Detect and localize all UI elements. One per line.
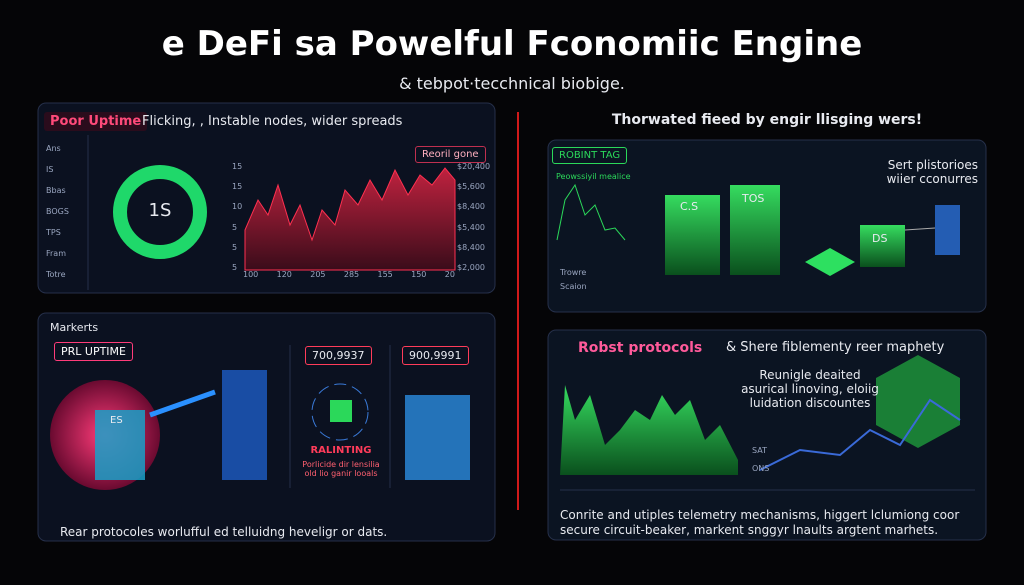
tick-label: 150 [411, 270, 427, 279]
area-chart [560, 385, 738, 475]
arrow [149, 389, 216, 418]
label: RALINTING [310, 445, 372, 456]
tick-label: 20 [444, 270, 455, 279]
hexagon [876, 355, 960, 448]
panel-text: Flicking, , Instable nodes, wider spread… [142, 114, 403, 129]
building [405, 395, 470, 480]
tag: Robst protocols [578, 340, 703, 356]
subtitle: & tebpot·tecchnical biobige. [399, 74, 625, 93]
sidebar-item[interactable]: Bbas [46, 186, 66, 195]
block [805, 248, 855, 276]
left-axis: 15 15 10 5 5 5 [232, 162, 242, 272]
sidebar-item[interactable]: IS [46, 165, 54, 174]
tick-label: $5,400 [457, 222, 485, 232]
tick-label: $5,600 [457, 182, 485, 192]
tick-label: 120 [276, 270, 292, 279]
panel-title: Markerts [50, 321, 99, 334]
mini-title: Peowssiyil mealice [556, 172, 631, 181]
footer: Rear protocoles worlufful ed telluidng h… [60, 525, 388, 539]
mini-chart [556, 183, 626, 241]
panel-heading: Thorwated fieed by engir llisging wers! [611, 112, 923, 128]
tick-label: 285 [343, 270, 360, 279]
sidebar-item[interactable]: TPS [46, 228, 61, 237]
cube-label: ES [110, 415, 123, 426]
note: Sert plistorioes wiier cconurres [886, 158, 978, 186]
value-box: 700,9937 [305, 346, 372, 365]
trend-line [759, 398, 961, 471]
sidebar-item[interactable]: Ans [46, 144, 61, 153]
icon [330, 400, 352, 422]
stack [222, 370, 267, 480]
block-label: TOS [742, 192, 765, 205]
icon [935, 205, 960, 255]
tick-label: $8,400 [457, 202, 485, 212]
tick-label: $8,400 [457, 242, 485, 252]
cube [95, 410, 145, 480]
panel-heading: & Shere fiblementy reer maphety [726, 340, 945, 355]
donut [113, 165, 207, 259]
cycle [311, 383, 369, 441]
footer: Conrite and utiples telemetry mechanisms… [560, 508, 960, 537]
block-label: DS [872, 232, 888, 245]
chart-tag: Reoril gone [415, 146, 486, 163]
sidebar: Ans IS Bbas BOGS TPS Fram Totre [46, 144, 69, 279]
block [665, 195, 720, 275]
legend-item: SAT [752, 446, 767, 455]
area-chart [244, 167, 456, 271]
sidebar-item[interactable]: Totre [46, 270, 66, 279]
tag: ROBINT TAG [552, 147, 628, 164]
tick-label: $2,000 [457, 262, 485, 272]
donut-label: 1S [148, 200, 172, 221]
tick-label: 15 [232, 182, 243, 192]
title: e DeFi sa Powelful Fconomiic Engine [161, 24, 863, 64]
block [860, 225, 905, 267]
legend-item: Scaion [560, 282, 587, 291]
x-axis: 100 120 205 285 155 150 20 [243, 270, 455, 279]
legend-item: ONS [752, 464, 770, 473]
tick-label: 5 [232, 242, 238, 252]
tag: Poor Uptime [44, 112, 148, 131]
tick-label: 10 [232, 202, 243, 212]
right-axis: $20,400 $5,600 $8,400 $5,400 $8,400 $2,000 [457, 162, 490, 272]
legend-item: Trowre [560, 268, 587, 277]
tick-label: 100 [243, 270, 259, 279]
block-label: C.S [680, 200, 699, 213]
arrow [904, 227, 936, 231]
tag: PRL UPTIME [54, 342, 133, 361]
note: Reunigle deaited asurical linoving, eloi… [741, 368, 879, 410]
note: Porlicide dir lensilia old lio ganir loo… [302, 460, 380, 478]
sidebar-item[interactable]: BOGS [46, 207, 69, 216]
tick-label: 155 [377, 270, 393, 279]
tick-label: $20,400 [457, 162, 491, 171]
tick-label: 15 [232, 162, 243, 171]
value-box: 900,9991 [402, 346, 469, 365]
tick-label: 5 [232, 222, 238, 232]
sidebar-item[interactable]: Fram [46, 249, 67, 258]
tick-label: 5 [232, 262, 238, 272]
tick-label: 205 [310, 270, 326, 279]
block [730, 185, 780, 275]
